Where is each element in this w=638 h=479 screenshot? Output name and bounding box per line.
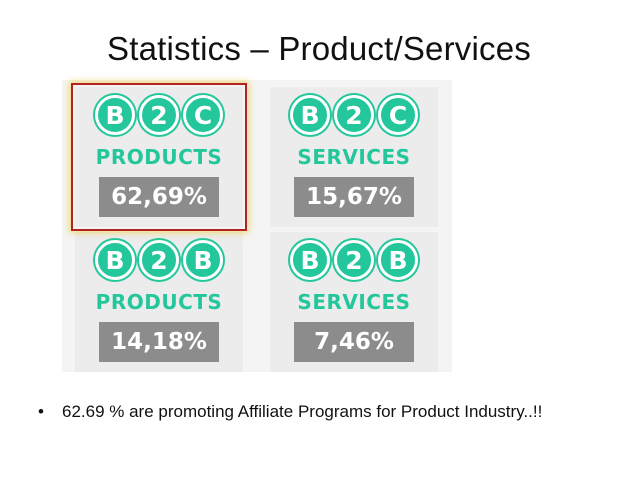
tile-percentage: 14,18% bbox=[99, 322, 219, 362]
bullet-marker: • bbox=[38, 402, 44, 421]
tile-letters: B 2 C bbox=[75, 95, 243, 135]
stat-tile-b2b-services: B 2 B SERVICES 7,46% bbox=[270, 232, 438, 372]
letter-circle: C bbox=[378, 95, 418, 135]
letter-circle: 2 bbox=[334, 240, 374, 280]
tile-type-label: PRODUCTS bbox=[95, 145, 223, 169]
letter-circle: 2 bbox=[139, 95, 179, 135]
tile-letters: B 2 B bbox=[270, 240, 438, 280]
letter-circle: B bbox=[95, 95, 135, 135]
bullet-text: 62.69 % are promoting Affiliate Programs… bbox=[62, 402, 543, 421]
letter-circle: 2 bbox=[139, 240, 179, 280]
letter-circle: B bbox=[378, 240, 418, 280]
tile-percentage: 15,67% bbox=[294, 177, 414, 217]
stat-tile-b2c-products: B 2 C PRODUCTS 62,69% bbox=[75, 87, 243, 227]
letter-circle: C bbox=[183, 95, 223, 135]
letter-circle: B bbox=[183, 240, 223, 280]
letter-circle: 2 bbox=[334, 95, 374, 135]
stat-tile-b2c-services: B 2 C SERVICES 15,67% bbox=[270, 87, 438, 227]
highlight-frame bbox=[71, 83, 247, 231]
letter-circle: B bbox=[95, 240, 135, 280]
tile-type-label: SERVICES bbox=[297, 290, 411, 314]
letter-circle: B bbox=[290, 240, 330, 280]
slide-title: Statistics – Product/Services bbox=[107, 30, 531, 67]
tile-letters: B 2 C bbox=[270, 95, 438, 135]
bullet-list: • 62.69 % are promoting Affiliate Progra… bbox=[38, 400, 608, 423]
tile-percentage: 62,69% bbox=[99, 177, 219, 217]
letter-circle: B bbox=[290, 95, 330, 135]
tile-type-label: SERVICES bbox=[297, 145, 411, 169]
tile-letters: B 2 B bbox=[75, 240, 243, 280]
tile-type-label: PRODUCTS bbox=[95, 290, 223, 314]
stat-tile-b2b-products: B 2 B PRODUCTS 14,18% bbox=[75, 232, 243, 372]
bullet-item: • 62.69 % are promoting Affiliate Progra… bbox=[38, 400, 608, 423]
tile-percentage: 7,46% bbox=[294, 322, 414, 362]
